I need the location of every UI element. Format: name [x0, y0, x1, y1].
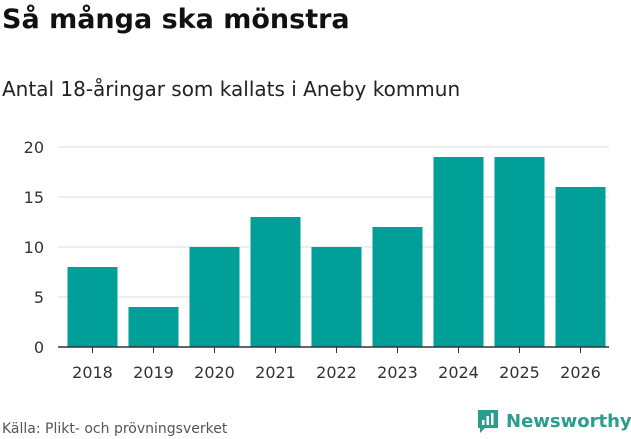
bar-2025	[494, 157, 545, 347]
source-note: Källa: Plikt- och prövningsverket	[2, 421, 228, 437]
y-tick-label: 20	[24, 138, 44, 157]
x-tick-label: 2022	[316, 363, 357, 382]
x-tick-label: 2018	[72, 363, 113, 382]
chart-title: Så många ska mönstra	[2, 4, 350, 35]
y-tick-label: 15	[24, 188, 44, 207]
bar-2020	[189, 247, 240, 347]
newsworthy-logo: Newsworthy	[476, 408, 631, 434]
brand-name: Newsworthy	[506, 410, 631, 432]
bar-2021	[250, 217, 301, 347]
x-tick-label: 2024	[438, 363, 479, 382]
bar-2022	[311, 247, 362, 347]
y-tick-label: 10	[24, 238, 44, 257]
x-tick-label: 2021	[255, 363, 296, 382]
x-tick-label: 2025	[499, 363, 540, 382]
bar-2026	[555, 187, 606, 347]
x-tick-label: 2026	[560, 363, 601, 382]
x-tick-label: 2020	[194, 363, 235, 382]
newsworthy-chart-icon	[478, 410, 498, 433]
y-tick-label: 5	[34, 288, 44, 307]
y-tick-label: 0	[34, 338, 44, 357]
bar-2024	[433, 157, 484, 347]
bar-chart: 0 5 10 15 20 2018 2019 2020 2021 2022 2023 2024 2025…	[24, 138, 609, 382]
bar-2019	[128, 307, 179, 347]
x-tick-label: 2019	[133, 363, 174, 382]
x-tick-label: 2023	[377, 363, 418, 382]
bar-2018	[67, 267, 118, 347]
bar-2023	[372, 227, 423, 347]
chart-subtitle: Antal 18-åringar som kallats i Aneby kom…	[2, 77, 461, 101]
